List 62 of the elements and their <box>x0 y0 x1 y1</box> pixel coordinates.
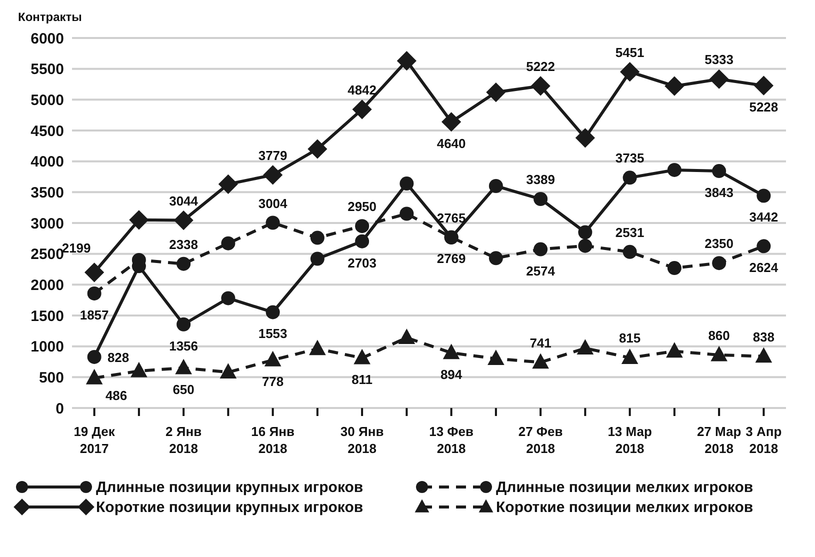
data-label: 2765 <box>436 210 466 226</box>
legend-label: Короткие позиции крупных игроков <box>96 498 364 516</box>
data-label: 2338 <box>169 236 198 252</box>
data-label: 2950 <box>348 199 377 214</box>
data-label: 3442 <box>749 210 778 225</box>
data-label: 2350 <box>704 236 734 252</box>
y-tick-label: 0 <box>56 400 64 418</box>
data-label: 3004 <box>258 196 288 211</box>
data-label: 3044 <box>169 193 199 208</box>
data-label: 1857 <box>80 307 109 322</box>
x-tick-label: 27 Фев 2018 <box>518 424 563 456</box>
y-axis-title: Контракты <box>18 10 82 24</box>
legend-label: Длинные позиции мелких игроков <box>496 478 754 496</box>
legend-label: Длинные позиции крупных игроков <box>96 478 364 496</box>
x-tick-label: 3 Апр 2018 <box>746 424 782 456</box>
data-label: 2703 <box>348 255 377 270</box>
x-tick-label: 16 Янв 2018 <box>251 424 294 456</box>
data-label: 811 <box>352 372 373 387</box>
y-tick-label: 500 <box>38 369 64 386</box>
data-label: 778 <box>262 374 284 390</box>
data-label: 894 <box>440 366 463 382</box>
y-tick-label: 3500 <box>30 184 64 202</box>
x-tick-label: 2 Янв 2018 <box>166 424 202 456</box>
data-label: 2624 <box>749 260 779 276</box>
data-label: 838 <box>752 329 775 344</box>
y-tick-label: 2000 <box>30 276 64 294</box>
data-label: 1553 <box>258 326 288 342</box>
data-label: 3735 <box>615 150 644 166</box>
x-tick-label: 27 Мар 2018 <box>696 424 742 456</box>
data-label: 5333 <box>704 52 734 68</box>
data-label: 828 <box>107 350 130 365</box>
y-tick-label: 4500 <box>30 122 64 140</box>
data-label: 741 <box>530 335 552 350</box>
x-tick-label: 13 Фев 2018 <box>429 424 474 456</box>
x-tick-label: 19 Дек 2017 <box>74 424 116 456</box>
y-tick-label: 4000 <box>30 154 64 171</box>
y-tick-label: 6000 <box>30 30 64 48</box>
data-label: 815 <box>618 330 641 346</box>
legend-label: Короткие позиции мелких игроков <box>496 498 754 516</box>
data-label: 486 <box>105 388 128 404</box>
data-label: 3389 <box>526 172 556 188</box>
data-label: 3843 <box>704 185 734 200</box>
x-tick-label: 30 Янв 2018 <box>340 424 384 456</box>
y-tick-label: 5000 <box>30 92 64 109</box>
y-tick-label: 1000 <box>30 338 64 356</box>
y-tick-label: 1500 <box>30 308 64 325</box>
data-label: 650 <box>172 382 194 397</box>
data-label: 1356 <box>169 338 198 354</box>
data-label: 4640 <box>436 136 466 151</box>
data-label: 5222 <box>526 58 556 74</box>
data-label: 5228 <box>749 100 778 115</box>
y-tick-label: 2500 <box>30 246 64 264</box>
data-label: 860 <box>708 328 730 343</box>
y-tick-label: 3000 <box>30 215 64 232</box>
data-label: 2769 <box>436 251 466 266</box>
x-tick-label: 13 Мар 2018 <box>608 424 652 456</box>
data-label: 2531 <box>615 224 644 240</box>
data-label: 5451 <box>615 44 644 60</box>
data-label: 4842 <box>348 82 377 98</box>
y-tick-label: 5500 <box>30 61 64 78</box>
data-label: 2574 <box>526 263 556 278</box>
data-label: 3779 <box>258 148 288 163</box>
